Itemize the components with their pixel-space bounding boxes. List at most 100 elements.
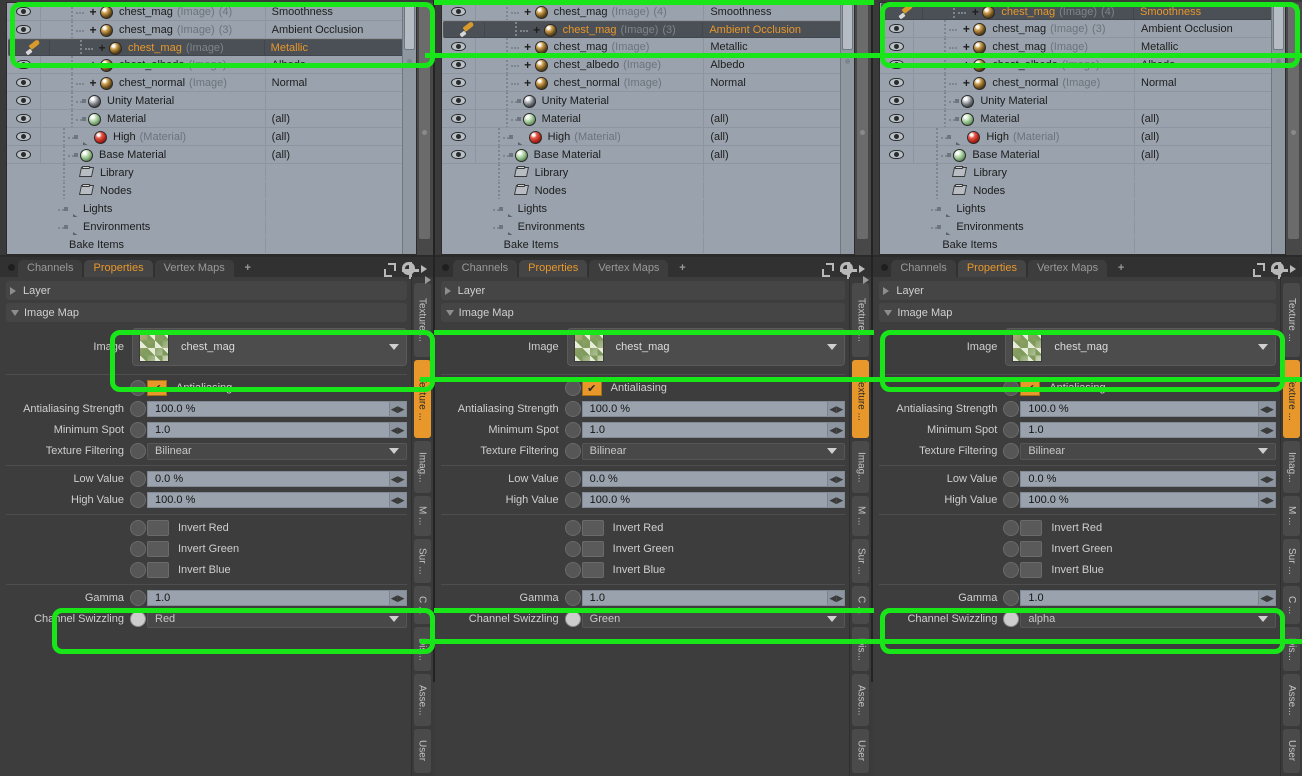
- tab-channels[interactable]: Channels: [452, 260, 518, 277]
- tree-row-name-cell[interactable]: High (Material): [914, 128, 1135, 145]
- tree-row[interactable]: Library: [7, 164, 416, 182]
- spinner-icon[interactable]: ◀▶: [827, 472, 845, 486]
- eye-icon[interactable]: [7, 92, 41, 109]
- antialiasing-checkbox[interactable]: ✔: [1020, 380, 1041, 396]
- expand-plus-icon[interactable]: +: [971, 4, 979, 19]
- eye-icon[interactable]: [7, 21, 41, 38]
- chevron-right-icon[interactable]: [883, 286, 890, 295]
- expand-plus-icon[interactable]: +: [524, 4, 532, 19]
- tree-row-effect[interactable]: (all): [710, 112, 729, 125]
- group-layer[interactable]: Layer: [879, 281, 1276, 300]
- expand-plus-icon[interactable]: +: [524, 75, 532, 90]
- tree-row-name-cell[interactable]: + chest_mag (Image) (4): [923, 4, 1134, 19]
- tree-row-effect[interactable]: [704, 164, 854, 181]
- spinner-icon[interactable]: ◀▶: [1258, 493, 1275, 507]
- tree-row-effect[interactable]: Normal: [710, 76, 746, 89]
- chevron-down-icon[interactable]: [1258, 616, 1268, 622]
- tab-properties[interactable]: Properties: [84, 260, 153, 277]
- eye-icon[interactable]: [880, 110, 915, 127]
- chevron-down-icon[interactable]: [388, 344, 399, 350]
- invert-toggle[interactable]: [1020, 562, 1043, 578]
- tree-row-name-cell[interactable]: Environments: [914, 218, 1135, 235]
- eye-icon[interactable]: [7, 110, 41, 127]
- vertical-tab-sur[interactable]: Sur ...: [852, 539, 870, 583]
- field-channel-knob[interactable]: [1003, 443, 1020, 459]
- spinner-icon[interactable]: ◀▶: [388, 402, 406, 416]
- gamma-channel-knob[interactable]: [564, 590, 581, 606]
- tree-row[interactable]: Nodes: [442, 182, 855, 200]
- tree-row-name-cell[interactable]: Environments: [41, 218, 266, 235]
- panel-menu-dot[interactable]: [4, 257, 18, 277]
- tree-row-name-cell[interactable]: + chest_mag (Image): [50, 40, 265, 55]
- tree-row[interactable]: Environments: [880, 218, 1285, 236]
- tab-add-button[interactable]: +: [679, 262, 686, 274]
- field-channel-knob[interactable]: [564, 422, 581, 438]
- tree-row-effect[interactable]: (all): [1141, 112, 1160, 125]
- eye-icon[interactable]: [880, 56, 915, 73]
- invert-toggle[interactable]: [1020, 541, 1043, 557]
- tree-row[interactable]: Bake Items: [442, 236, 855, 254]
- panel-scroll-thumb[interactable]: [1288, 4, 1299, 239]
- vertical-tab-user[interactable]: User: [1283, 729, 1300, 773]
- vertical-tab-dis[interactable]: Dis...: [413, 627, 431, 671]
- tree-row[interactable]: Lights: [880, 200, 1285, 218]
- value-channel-knob[interactable]: [130, 471, 146, 487]
- tree-row-name-cell[interactable]: Bake Items: [41, 236, 266, 253]
- tree-row-effect[interactable]: (all): [271, 130, 291, 143]
- invert-toggle[interactable]: [581, 562, 604, 578]
- tree-scroll-thumb[interactable]: [403, 4, 415, 50]
- chevron-right-icon[interactable]: [420, 264, 427, 273]
- tree-row[interactable]: + chest_mag (Image) (3) Ambient Occlusion: [880, 20, 1285, 38]
- tab-vertex-maps[interactable]: Vertex Maps: [1027, 260, 1108, 277]
- eye-icon[interactable]: [442, 146, 476, 163]
- tree-row-name-cell[interactable]: + chest_mag (Image) (3): [485, 22, 704, 37]
- gamma-channel-knob[interactable]: [1003, 590, 1020, 606]
- panel-collapse-arrow-2[interactable]: [863, 276, 870, 284]
- tree-row-name-cell[interactable]: Lights: [41, 200, 266, 217]
- group-image-map[interactable]: Image Map: [440, 303, 846, 322]
- tree-row-effect[interactable]: [704, 236, 854, 253]
- tree-row-effect[interactable]: [266, 200, 416, 217]
- panel-scroll-gutter-3[interactable]: [1285, 2, 1302, 255]
- vertical-tab-texture[interactable]: Texture ...: [413, 360, 431, 438]
- tree-row-effect[interactable]: Normal: [1141, 76, 1177, 89]
- tree-row-effect[interactable]: [704, 200, 854, 217]
- tree-row-name-cell[interactable]: Unity Material: [476, 92, 705, 109]
- tree-row[interactable]: Bake Items: [7, 236, 416, 254]
- value-channel-knob[interactable]: [1003, 492, 1020, 508]
- chevron-down-icon[interactable]: [445, 309, 454, 316]
- eye-icon[interactable]: [880, 146, 915, 163]
- tree-row-effect[interactable]: Albedo: [710, 58, 745, 71]
- expand-plus-icon[interactable]: +: [962, 75, 970, 90]
- tab-channels[interactable]: Channels: [18, 260, 83, 277]
- antialiasing-channel-knob[interactable]: [564, 380, 581, 396]
- expand-plus-icon[interactable]: +: [89, 75, 97, 90]
- tree-row-name-cell[interactable]: Lights: [476, 200, 705, 217]
- tree-row-name-cell[interactable]: Lights: [914, 200, 1135, 217]
- tree-row-effect[interactable]: [1135, 92, 1285, 109]
- tab-add-button[interactable]: +: [1117, 262, 1125, 274]
- expand-plus-icon[interactable]: +: [89, 22, 97, 37]
- tree-scroll-thumb[interactable]: [842, 4, 854, 50]
- gamma-channel-knob[interactable]: [130, 590, 146, 606]
- tree-row[interactable]: + chest_albedo (Image) Albedo: [7, 56, 416, 74]
- chevron-down-icon[interactable]: [884, 309, 893, 316]
- tree-row[interactable]: Environments: [442, 218, 855, 236]
- eye-icon[interactable]: [442, 74, 476, 91]
- spinner-icon[interactable]: ◀▶: [1258, 472, 1275, 486]
- tree-row[interactable]: Base Material (all): [880, 146, 1285, 164]
- vertical-tab-imag[interactable]: Imag...: [1283, 441, 1300, 493]
- spinner-icon[interactable]: ◀▶: [827, 402, 845, 416]
- tree-row-name-cell[interactable]: + chest_mag (Image): [476, 38, 705, 55]
- spinner-icon[interactable]: ◀▶: [1258, 591, 1275, 605]
- tree-row-effect[interactable]: [1135, 164, 1285, 181]
- vertical-tab-texture[interactable]: Texture ...: [852, 283, 870, 357]
- expand-plus-icon[interactable]: +: [524, 57, 532, 72]
- eye-icon[interactable]: [880, 20, 915, 37]
- tree-row[interactable]: + chest_mag (Image) Metallic: [8, 39, 416, 56]
- brush-icon[interactable]: [16, 40, 50, 55]
- field-channel-knob[interactable]: [130, 401, 146, 417]
- tree-row-name-cell[interactable]: High (Material): [41, 128, 266, 145]
- tree-row[interactable]: Unity Material: [880, 92, 1285, 110]
- tree-row-effect[interactable]: [266, 164, 416, 181]
